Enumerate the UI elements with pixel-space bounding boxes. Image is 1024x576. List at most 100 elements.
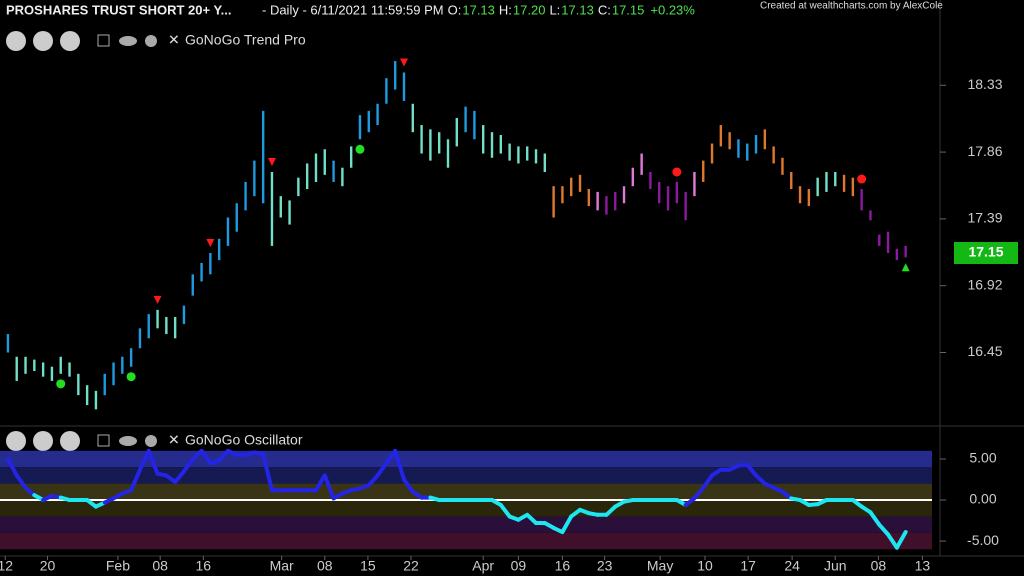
price-bar bbox=[24, 356, 27, 374]
tool-button[interactable] bbox=[60, 31, 80, 51]
price-bar bbox=[103, 373, 106, 396]
price-bar bbox=[614, 191, 617, 211]
signal-dot bbox=[355, 144, 365, 154]
price-bar bbox=[59, 356, 62, 374]
osc-band bbox=[0, 450, 932, 468]
price-bar bbox=[895, 248, 899, 261]
price-bar bbox=[772, 146, 775, 164]
eye-icon[interactable] bbox=[119, 436, 137, 446]
x-tick-label: 17 bbox=[740, 558, 756, 574]
price-bar bbox=[200, 262, 203, 282]
last-price-badge bbox=[954, 242, 1018, 265]
x-tick-label: 08 bbox=[152, 558, 168, 574]
price-bar bbox=[358, 115, 362, 140]
tool-button[interactable] bbox=[33, 31, 53, 51]
price-bar bbox=[622, 186, 626, 204]
close-icon[interactable]: ✕ bbox=[168, 32, 180, 48]
signal-dot bbox=[857, 174, 867, 184]
y-tick-label: -5.00 bbox=[967, 532, 999, 548]
osc-segment bbox=[14, 473, 28, 490]
price-bar bbox=[587, 189, 591, 207]
price-bar bbox=[129, 348, 133, 367]
change: +0.23% bbox=[650, 2, 695, 17]
price-bar bbox=[209, 253, 212, 275]
gear-icon[interactable] bbox=[145, 435, 157, 447]
price-bar bbox=[869, 210, 872, 221]
osc-segment bbox=[754, 473, 767, 486]
price-bar bbox=[552, 186, 555, 218]
osc-segment bbox=[393, 448, 406, 482]
x-tick-label: 24 bbox=[784, 558, 800, 574]
eye-icon[interactable] bbox=[119, 36, 137, 46]
price-bar bbox=[138, 328, 142, 349]
price-bar bbox=[103, 373, 106, 396]
price-bar bbox=[191, 274, 194, 296]
price-bar bbox=[261, 110, 265, 204]
price-bar bbox=[878, 234, 881, 246]
price-bar bbox=[587, 189, 591, 207]
price-bar bbox=[728, 132, 731, 150]
close-icon[interactable]: ✕ bbox=[168, 432, 180, 448]
price-bar bbox=[68, 362, 71, 377]
price-bar bbox=[6, 334, 10, 353]
osc-segment bbox=[322, 473, 336, 501]
price-bar bbox=[77, 373, 80, 396]
signal-dot bbox=[672, 167, 682, 177]
price-bar bbox=[323, 149, 326, 175]
price-bar bbox=[640, 153, 643, 175]
price-bar bbox=[675, 181, 679, 204]
collapse-icon[interactable] bbox=[97, 34, 110, 47]
price-bar bbox=[253, 160, 256, 197]
price-bar bbox=[886, 231, 890, 254]
price-bar bbox=[147, 314, 150, 339]
price-bar bbox=[684, 191, 687, 221]
price-bar bbox=[24, 356, 27, 374]
price-bar bbox=[482, 125, 485, 154]
price-bar bbox=[693, 171, 696, 197]
y-tick-label: 5.00 bbox=[969, 450, 996, 466]
tool-button[interactable] bbox=[60, 431, 80, 451]
price-bar bbox=[543, 153, 547, 172]
price-bar bbox=[508, 143, 511, 161]
price-bar bbox=[526, 146, 529, 161]
price-bar bbox=[59, 356, 62, 374]
price-bar bbox=[429, 129, 432, 161]
price-bar bbox=[217, 238, 221, 261]
osc-toolbar[interactable]: ✕ bbox=[6, 431, 180, 451]
price-bar bbox=[526, 146, 529, 161]
price-bar bbox=[631, 167, 635, 187]
osc-segment bbox=[894, 530, 908, 550]
collapse-icon[interactable] bbox=[97, 434, 110, 447]
tool-button[interactable] bbox=[6, 431, 26, 451]
x-tick-label: 10 bbox=[697, 558, 713, 574]
price-bar bbox=[393, 61, 397, 90]
tool-button[interactable] bbox=[6, 31, 26, 51]
price-bar bbox=[763, 129, 767, 150]
price-bar bbox=[631, 167, 635, 187]
price-bar bbox=[473, 110, 476, 140]
price-bar bbox=[499, 135, 503, 154]
price-bar bbox=[121, 356, 124, 374]
osc-segment bbox=[313, 473, 327, 493]
price-bar bbox=[649, 171, 652, 190]
trend-toolbar[interactable]: ✕ bbox=[6, 31, 180, 51]
price-bar bbox=[605, 196, 608, 215]
price-bar bbox=[85, 385, 89, 406]
price-bar bbox=[341, 167, 344, 187]
tool-button[interactable] bbox=[33, 431, 53, 451]
osc-segment bbox=[181, 457, 195, 474]
osc-segment bbox=[217, 448, 230, 463]
price-bar bbox=[482, 125, 485, 154]
price-bar bbox=[314, 153, 318, 182]
x-tick-label: 15 bbox=[360, 558, 376, 574]
y-tick-label: 17.86 bbox=[967, 143, 1002, 159]
last-price-label: 17.15 bbox=[968, 244, 1003, 260]
x-tick-label: 08 bbox=[317, 558, 333, 574]
price-bar bbox=[235, 203, 238, 232]
gear-icon[interactable] bbox=[145, 35, 157, 47]
price-bar bbox=[825, 171, 828, 192]
osc-segment bbox=[384, 448, 398, 466]
price-bar bbox=[737, 139, 740, 158]
price-bar bbox=[94, 390, 98, 410]
